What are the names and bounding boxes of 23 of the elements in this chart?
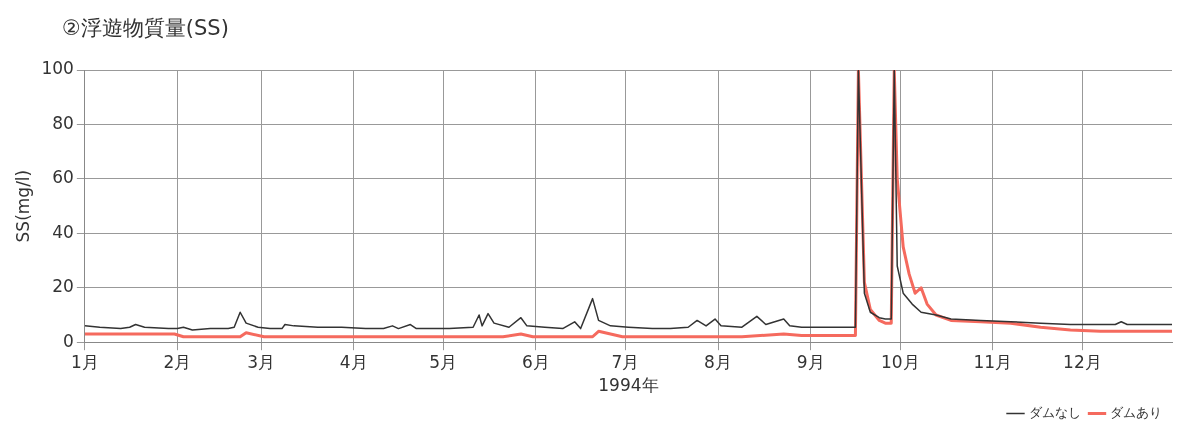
x-tick-label: 5月 <box>429 351 458 372</box>
x-tick-label: 4月 <box>339 351 368 372</box>
y-tick-label: 80 <box>52 112 74 133</box>
x-axis-title: 1994年 <box>598 375 659 396</box>
x-tick-label: 8月 <box>704 351 732 372</box>
legend-label: ダムなし <box>1028 404 1081 420</box>
x-tick-label: 2月 <box>163 351 192 372</box>
x-tick-label: 1月 <box>70 351 99 372</box>
y-tick-label: 0 <box>63 330 74 351</box>
y-tick-label: 20 <box>52 276 74 297</box>
y-tick-label: 40 <box>52 221 74 242</box>
x-tick-label: 7月 <box>611 351 640 372</box>
legend-label: ダムあり <box>1110 404 1162 420</box>
x-tick-label: 6月 <box>521 351 550 372</box>
y-tick-label: 100 <box>41 58 74 79</box>
y-tick-label: 60 <box>52 167 74 188</box>
x-tick-label: 11月 <box>973 351 1013 372</box>
y-axis-title: SS(mg/l) <box>12 169 33 243</box>
chart-title: ②浮遊物質量(SS) <box>62 15 229 42</box>
x-tick-label: 10月 <box>880 351 920 372</box>
x-tick-label: 12月 <box>1063 351 1102 372</box>
x-tick-label: 9月 <box>796 351 825 372</box>
x-tick-label: 3月 <box>247 351 275 372</box>
